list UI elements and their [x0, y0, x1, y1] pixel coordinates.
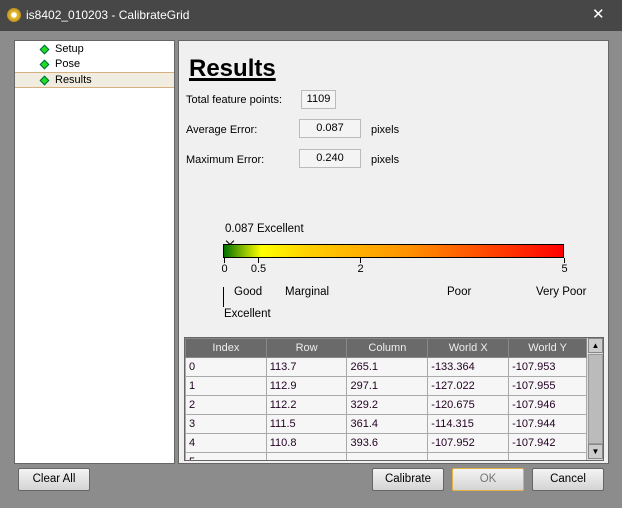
- scale-tick-label: 2: [357, 263, 364, 275]
- total-label: Total feature points:: [186, 94, 283, 106]
- nav-label: Results: [55, 74, 92, 86]
- marker-label: 0.087 Excellent: [225, 223, 304, 235]
- nav-item-results[interactable]: Results: [15, 72, 174, 88]
- table-cell: 265.1: [346, 357, 429, 377]
- close-icon[interactable]: ✕: [592, 6, 605, 23]
- page-title: Results: [189, 55, 276, 82]
- table-cell: 112.9: [265, 376, 348, 396]
- scroll-thumb[interactable]: [588, 354, 603, 444]
- table-cell: [265, 452, 348, 460]
- rating-marginal: Marginal: [285, 286, 330, 298]
- diamond-icon: [39, 59, 50, 70]
- vertical-scrollbar[interactable]: ▲ ▼: [587, 338, 603, 460]
- scale-tick: [564, 258, 565, 263]
- rating-very-poor: Very Poor: [536, 286, 587, 298]
- table-cell: -107.946: [508, 395, 587, 415]
- table-cell: 113.7: [265, 357, 348, 377]
- title-bar: is8402_010203 - CalibrateGrid ✕: [0, 0, 622, 31]
- cancel-button[interactable]: Cancel: [532, 468, 604, 491]
- avg-unit: pixels: [371, 124, 400, 136]
- table-row[interactable]: 3 111.5 361.4 -114.315 -107.944: [185, 414, 587, 434]
- scale-tick: [258, 258, 259, 263]
- avg-value: 0.087: [299, 119, 361, 138]
- scale-tick: [224, 258, 225, 263]
- scale-tick-label: 0: [221, 263, 228, 275]
- error-gradient-bar: [223, 244, 564, 258]
- table-cell: -107.942: [508, 433, 587, 453]
- table-cell: -107.953: [508, 357, 587, 377]
- max-unit: pixels: [371, 154, 400, 166]
- col-world-y[interactable]: World Y: [508, 338, 587, 358]
- ok-button[interactable]: OK: [452, 468, 524, 491]
- rating-excellent: Excellent: [224, 308, 271, 320]
- table-cell: [508, 452, 587, 460]
- table-cell: 393.6: [346, 433, 429, 453]
- table-cell: -127.022: [427, 376, 510, 396]
- total-value: 1109: [301, 90, 336, 109]
- rating-poor: Poor: [447, 286, 472, 298]
- scale-tick-label: 5: [561, 263, 568, 275]
- nav-label: Pose: [55, 58, 81, 70]
- nav-label: Setup: [55, 43, 84, 55]
- table-cell: -107.955: [508, 376, 587, 396]
- table-cell: 2: [185, 395, 267, 415]
- app-icon: [7, 8, 21, 22]
- table-row[interactable]: 0 113.7 265.1 -133.364 -107.953: [185, 357, 587, 377]
- scroll-down-icon[interactable]: ▼: [588, 444, 603, 459]
- calibrate-button[interactable]: Calibrate: [372, 468, 444, 491]
- window-title: is8402_010203 - CalibrateGrid: [26, 8, 190, 22]
- table-cell: 3: [185, 414, 267, 434]
- table-cell: 361.4: [346, 414, 429, 434]
- col-column[interactable]: Column: [346, 338, 429, 358]
- table-row[interactable]: 5: [185, 452, 587, 460]
- table-cell: -120.675: [427, 395, 510, 415]
- table-cell: 111.5: [265, 414, 348, 434]
- nav-item-pose[interactable]: Pose: [15, 57, 174, 72]
- scale-tick: [360, 258, 361, 263]
- table-cell: 112.2: [265, 395, 348, 415]
- table-cell: -107.952: [427, 433, 510, 453]
- scale-tick-label: 0.5: [250, 263, 267, 275]
- table-cell: [346, 452, 429, 460]
- diamond-icon: [39, 44, 50, 55]
- table-cell: -107.944: [508, 414, 587, 434]
- max-value: 0.240: [299, 149, 361, 168]
- col-index[interactable]: Index: [185, 338, 267, 358]
- points-table: Index Row Column World X World Y 0 113.7 2…: [184, 337, 604, 461]
- table-cell: 297.1: [346, 376, 429, 396]
- diamond-icon: [39, 75, 50, 86]
- excellent-line: [223, 287, 224, 307]
- nav-item-setup[interactable]: Setup: [15, 42, 174, 57]
- table-cell: 329.2: [346, 395, 429, 415]
- avg-label: Average Error:: [186, 124, 258, 136]
- rating-good: Good: [234, 286, 263, 298]
- table-cell: 110.8: [265, 433, 348, 453]
- results-panel: Results Total feature points: 1109 Avera…: [178, 40, 609, 464]
- max-label: Maximum Error:: [186, 154, 265, 166]
- table-cell: 1: [185, 376, 267, 396]
- clear-all-button[interactable]: Clear All: [18, 468, 90, 491]
- table-row[interactable]: 2 112.2 329.2 -120.675 -107.946: [185, 395, 587, 415]
- table-row[interactable]: 1 112.9 297.1 -127.022 -107.955: [185, 376, 587, 396]
- scroll-up-icon[interactable]: ▲: [588, 338, 603, 353]
- table-cell: 4: [185, 433, 267, 453]
- table-cell: 5: [185, 452, 267, 460]
- col-world-x[interactable]: World X: [427, 338, 510, 358]
- col-row[interactable]: Row: [265, 338, 348, 358]
- table-cell: 0: [185, 357, 267, 377]
- table-cell: -133.364: [427, 357, 510, 377]
- table-row[interactable]: 4 110.8 393.6 -107.952 -107.942: [185, 433, 587, 453]
- table-cell: [427, 452, 510, 460]
- step-tree: Setup Pose Results: [14, 40, 175, 464]
- table-cell: -114.315: [427, 414, 510, 434]
